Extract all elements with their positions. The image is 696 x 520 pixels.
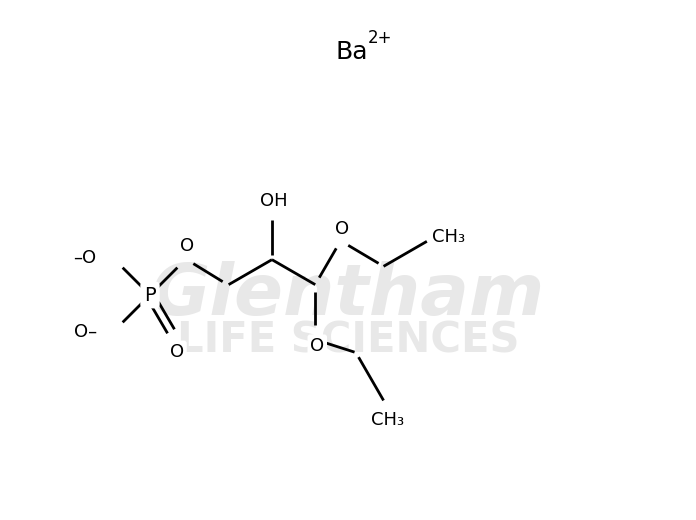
Text: P: P (144, 285, 156, 305)
Text: CH₃: CH₃ (371, 411, 404, 430)
Text: Ba: Ba (335, 40, 367, 64)
Text: –O: –O (74, 249, 97, 267)
Text: CH₃: CH₃ (432, 228, 466, 246)
Text: O: O (180, 237, 194, 255)
Text: LIFE SCIENCES: LIFE SCIENCES (177, 319, 519, 361)
Text: O: O (170, 343, 184, 361)
Text: O: O (335, 220, 349, 238)
Text: O–: O– (74, 323, 97, 341)
Text: 2+: 2+ (368, 29, 393, 47)
Text: O: O (310, 337, 324, 355)
Text: OH: OH (260, 192, 287, 210)
Text: Glentham: Glentham (151, 261, 545, 330)
